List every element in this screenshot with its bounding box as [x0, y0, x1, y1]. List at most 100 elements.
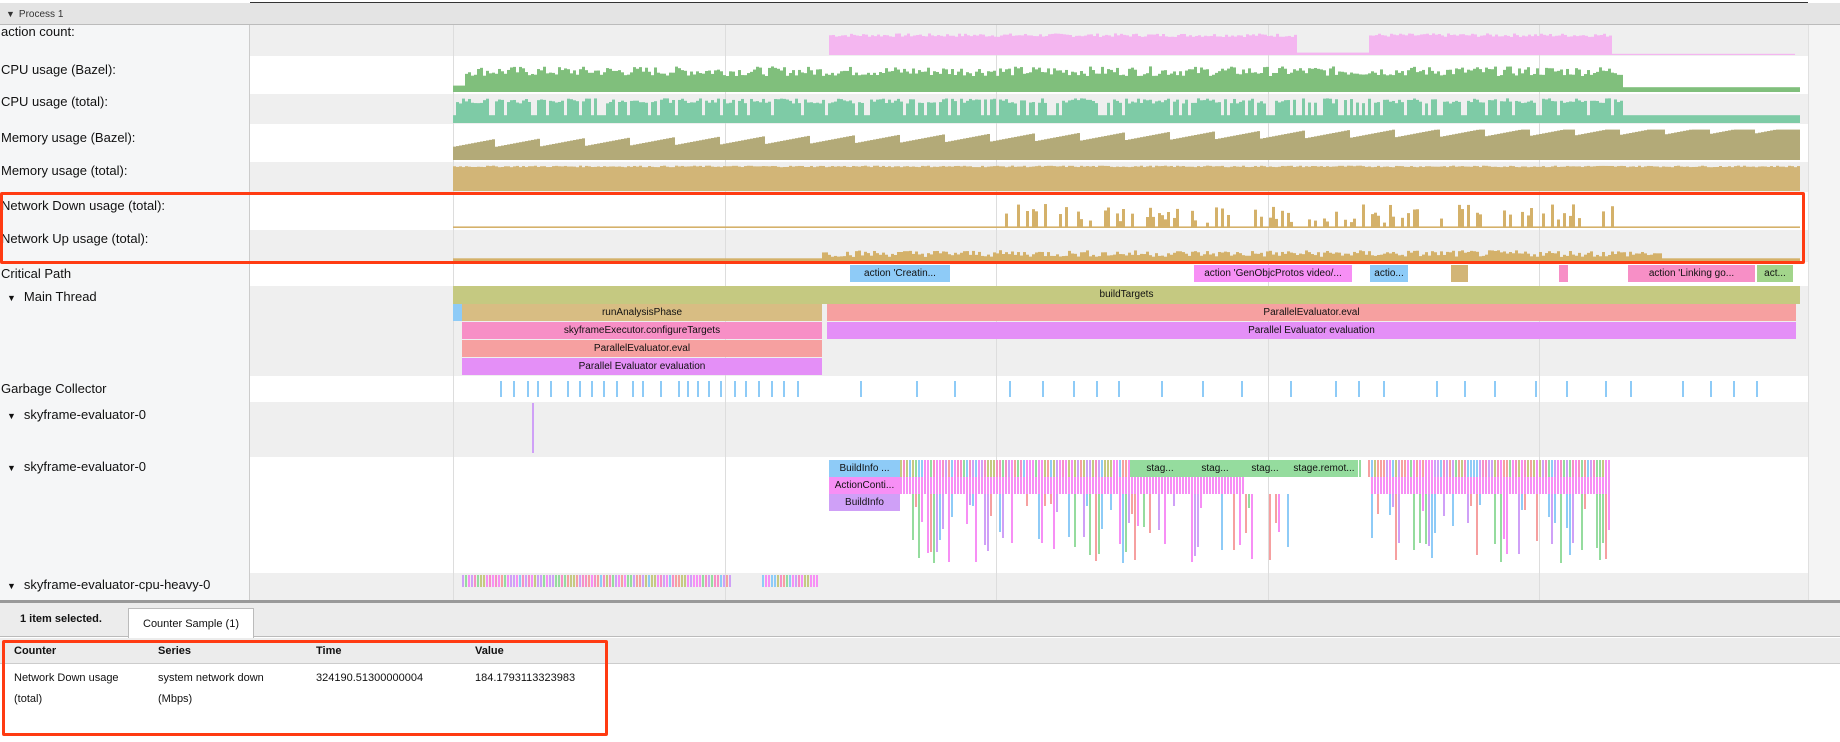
sky0b-slice[interactable]: [1581, 460, 1583, 477]
sky0b-slice[interactable]: [1128, 494, 1130, 524]
gc-event[interactable]: [1289, 381, 1292, 397]
sky0b-slice[interactable]: [1407, 477, 1409, 494]
sky0b-slice[interactable]: [1518, 494, 1520, 555]
sky0b-slice[interactable]: [969, 460, 971, 477]
sky0b-slice[interactable]: [1053, 477, 1055, 494]
sky0b-slice[interactable]: [1542, 477, 1544, 494]
sky0b-slice[interactable]: [1443, 494, 1445, 517]
sky0b-slice[interactable]: [1377, 460, 1379, 477]
cpuheavy-slice[interactable]: [534, 575, 536, 587]
sky0b-slice[interactable]: [1413, 477, 1415, 494]
sky0b-slice[interactable]: [984, 477, 986, 494]
sky0b-slice[interactable]: [987, 494, 989, 552]
sky0b-slice[interactable]: [1452, 477, 1454, 494]
sky0b-slice[interactable]: [1074, 494, 1076, 548]
cpuheavy-slice[interactable]: [792, 575, 794, 587]
sky0b-slice[interactable]: [1128, 477, 1130, 494]
sky0b-slice[interactable]: [1074, 460, 1076, 477]
cpuheavy-slice[interactable]: [513, 575, 515, 587]
sky0b-slice[interactable]: [1455, 460, 1457, 477]
sky0b-slice[interactable]: [1122, 494, 1124, 564]
sky0b-slice[interactable]: [969, 494, 971, 506]
sky0b-slice[interactable]: [1560, 477, 1562, 494]
sky0b-slice[interactable]: [1179, 477, 1181, 494]
cpuheavy-slice[interactable]: [696, 575, 698, 587]
sky0b-slice[interactable]: [1176, 477, 1178, 494]
sky0b-slice[interactable]: [1488, 477, 1490, 494]
sky0b-slice[interactable]: [1098, 494, 1100, 555]
sky0b-slice[interactable]: [1041, 494, 1043, 543]
sky0b-slice[interactable]: [912, 477, 914, 494]
cpuheavy-slice[interactable]: [636, 575, 638, 587]
sky0b-slice[interactable]: [915, 494, 917, 507]
cpuheavy-slice[interactable]: [573, 575, 575, 587]
gc-event[interactable]: [1160, 381, 1163, 397]
sky0b-slice[interactable]: [987, 460, 989, 477]
sky0b-slice[interactable]: [996, 460, 998, 477]
sky0b-slice[interactable]: [1404, 477, 1406, 494]
sky0b-slice[interactable]: [1416, 460, 1418, 477]
sky0b-slice[interactable]: [1389, 494, 1391, 515]
sky0b-slice[interactable]: [1431, 494, 1433, 558]
sky0b-slice[interactable]: [1593, 460, 1595, 477]
sky0b-slice[interactable]: [1167, 477, 1169, 494]
sky0b-slice[interactable]: [1461, 477, 1463, 494]
sky0b-slice[interactable]: [1419, 460, 1421, 477]
sky0b-slice[interactable]: [1110, 460, 1112, 477]
sky0b-slice[interactable]: [1038, 477, 1040, 494]
cpuheavy-slice[interactable]: [618, 575, 620, 587]
sky0b-slice[interactable]: [975, 477, 977, 494]
sky0b-slice[interactable]: [939, 477, 941, 494]
sky0b-slice[interactable]: [1380, 460, 1382, 477]
sky0b-slice[interactable]: [1002, 494, 1004, 538]
sky0b-slice[interactable]: [1434, 460, 1436, 477]
sky0b-slice[interactable]: [1371, 494, 1373, 539]
slice-stage-remote[interactable]: stage.remot...: [1290, 460, 1358, 477]
sky0b-slice[interactable]: [927, 477, 929, 494]
gc-event[interactable]: [1630, 381, 1633, 397]
slice-stage[interactable]: stag...: [1190, 460, 1240, 477]
sky0b-slice[interactable]: [1068, 477, 1070, 494]
sky0b-slice[interactable]: [1497, 477, 1499, 494]
slice-actioncontext[interactable]: ActionConti...: [829, 477, 900, 494]
sky0b-slice[interactable]: [1158, 494, 1160, 530]
sky0b-slice[interactable]: [990, 460, 992, 477]
sky0b-slice[interactable]: [1086, 477, 1088, 494]
sky0b-slice[interactable]: [1029, 460, 1031, 477]
cpuheavy-slice[interactable]: [486, 575, 488, 587]
sky0b-slice[interactable]: [1575, 477, 1577, 494]
cpuheavy-slice[interactable]: [603, 575, 605, 587]
sky0b-slice[interactable]: [1467, 477, 1469, 494]
sky0b-slice[interactable]: [1476, 460, 1478, 477]
sky0b-slice[interactable]: [918, 460, 920, 477]
sky0b-slice[interactable]: [1482, 460, 1484, 477]
sky0b-slice[interactable]: [939, 494, 941, 540]
sky0b-slice[interactable]: [1377, 494, 1379, 515]
gc-event[interactable]: [757, 381, 760, 397]
cpuheavy-slice[interactable]: [588, 575, 590, 587]
gc-event[interactable]: [549, 381, 552, 397]
cpuheavy-slice[interactable]: [639, 575, 641, 587]
sky0b-slice[interactable]: [1590, 477, 1592, 494]
sky0b-slice[interactable]: [972, 477, 974, 494]
sky0b-slice[interactable]: [948, 460, 950, 477]
cpuheavy-slice[interactable]: [687, 575, 689, 587]
cell-time[interactable]: 324190.51300000004: [316, 672, 424, 684]
sky0b-slice[interactable]: [1581, 477, 1583, 494]
sky0b-slice[interactable]: [1578, 477, 1580, 494]
sky0b-slice[interactable]: [1527, 460, 1529, 477]
sky0b-slice[interactable]: [1233, 494, 1235, 551]
sky0b-slice[interactable]: [900, 477, 902, 494]
cpuheavy-slice[interactable]: [609, 575, 611, 587]
sky0b-slice[interactable]: [1047, 477, 1049, 494]
sky0b-slice[interactable]: [933, 494, 935, 563]
cpuheavy-slice[interactable]: [768, 575, 770, 587]
sky0b-slice[interactable]: [1605, 477, 1607, 494]
sky0b-slice[interactable]: [1110, 494, 1112, 510]
gc-event[interactable]: [1755, 381, 1758, 397]
sky0b-slice[interactable]: [1443, 460, 1445, 477]
sky0b-slice[interactable]: [972, 494, 974, 507]
sky0b-slice[interactable]: [954, 477, 956, 494]
sky0b-slice[interactable]: [1596, 477, 1598, 494]
sky0b-slice[interactable]: [1437, 460, 1439, 477]
